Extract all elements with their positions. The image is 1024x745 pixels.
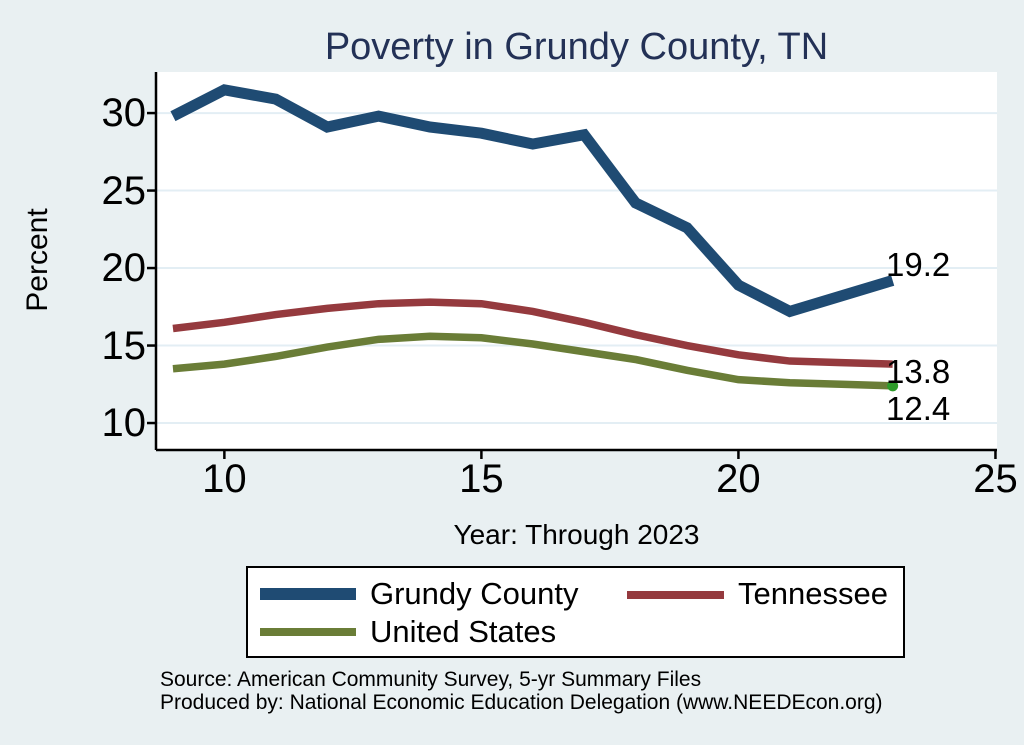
legend-label-united-states: United States [370, 614, 557, 649]
y-tick-label: 15 [101, 323, 147, 368]
y-tick-label: 25 [101, 168, 147, 213]
x-tick-label: 20 [716, 457, 761, 501]
chart-canvas [147, 72, 997, 459]
legend-swatch-grundy-county [260, 588, 356, 600]
y-tick-label: 30 [101, 91, 147, 136]
y-tick-label: 20 [101, 246, 147, 291]
line-series-tennessee [172, 298, 893, 368]
legend-swatch-tennessee [627, 591, 724, 599]
y-tick-label: 10 [101, 401, 147, 446]
end-value-label-grundy-county: 19.2 [886, 246, 951, 283]
x-tick-label: 10 [202, 457, 247, 501]
plot-area [147, 72, 997, 459]
x-axis-title: Year: Through 2023 [453, 519, 700, 550]
legend-label-grundy-county: Grundy County [370, 576, 579, 611]
chart-title: Poverty in Grundy County, TN [324, 26, 829, 68]
produced-by-line: Produced by: National Economic Education… [160, 691, 883, 714]
x-tick-label: 25 [973, 457, 1018, 501]
end-value-label-tennessee: 13.8 [886, 353, 951, 390]
x-tick-label: 15 [459, 457, 504, 501]
source-note: Source: American Community Survey, 5-yr … [160, 668, 883, 714]
legend-swatch-united-states [260, 628, 356, 636]
end-value-label-united-states: 12.4 [886, 390, 951, 427]
end-marker-dot [887, 380, 899, 392]
source-line: Source: American Community Survey, 5-yr … [160, 668, 702, 691]
legend: Grundy County Tennessee United States [246, 566, 905, 658]
line-series-united-states [172, 332, 893, 390]
legend-label-tennessee: Tennessee [738, 576, 888, 611]
y-axis-title: Percent [21, 208, 54, 312]
line-series-grundy-county [170, 84, 895, 318]
